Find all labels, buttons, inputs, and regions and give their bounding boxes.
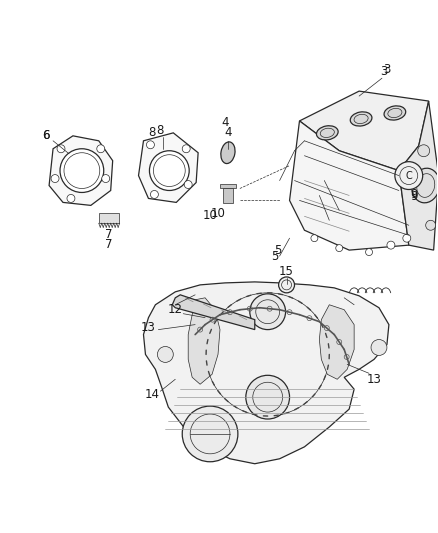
Ellipse shape <box>317 126 338 140</box>
Polygon shape <box>49 136 113 205</box>
Circle shape <box>149 151 189 190</box>
Ellipse shape <box>350 112 372 126</box>
Circle shape <box>150 190 159 198</box>
Circle shape <box>67 195 75 203</box>
Text: 5: 5 <box>271 249 278 263</box>
Text: 15: 15 <box>279 265 294 278</box>
Polygon shape <box>290 121 409 250</box>
Polygon shape <box>172 295 255 329</box>
Ellipse shape <box>221 142 235 164</box>
Ellipse shape <box>384 106 406 120</box>
Text: 10: 10 <box>211 207 226 220</box>
Polygon shape <box>220 183 236 188</box>
Circle shape <box>102 175 110 182</box>
Circle shape <box>60 149 104 192</box>
Text: 8: 8 <box>157 124 164 138</box>
Circle shape <box>311 235 318 241</box>
Circle shape <box>182 406 238 462</box>
Circle shape <box>51 175 59 182</box>
Circle shape <box>418 145 430 157</box>
Circle shape <box>395 161 423 190</box>
Text: 3: 3 <box>383 63 391 76</box>
Circle shape <box>97 145 105 153</box>
Text: 6: 6 <box>42 130 50 142</box>
Circle shape <box>250 294 286 329</box>
Text: 10: 10 <box>203 209 218 222</box>
Circle shape <box>387 241 395 249</box>
Text: 4: 4 <box>221 116 229 130</box>
Polygon shape <box>223 188 233 204</box>
Circle shape <box>246 375 290 419</box>
Circle shape <box>57 145 65 153</box>
Circle shape <box>184 181 192 189</box>
Text: 8: 8 <box>149 126 156 139</box>
Circle shape <box>336 245 343 252</box>
Polygon shape <box>188 298 220 384</box>
Circle shape <box>279 277 294 293</box>
Circle shape <box>371 340 387 356</box>
Text: 13: 13 <box>367 373 381 386</box>
Text: 9: 9 <box>410 190 417 203</box>
Circle shape <box>366 248 373 255</box>
Circle shape <box>403 234 411 242</box>
Circle shape <box>146 141 155 149</box>
Polygon shape <box>300 91 429 171</box>
Circle shape <box>157 346 173 362</box>
Polygon shape <box>138 133 198 203</box>
Text: 12: 12 <box>168 303 183 316</box>
Text: 6: 6 <box>42 130 50 142</box>
Text: C: C <box>406 171 412 181</box>
Text: 3: 3 <box>380 64 388 78</box>
Text: 7: 7 <box>105 238 113 251</box>
Polygon shape <box>144 282 389 464</box>
Circle shape <box>426 220 436 230</box>
Ellipse shape <box>412 168 438 203</box>
Text: 9: 9 <box>410 188 417 201</box>
Text: 4: 4 <box>224 126 232 139</box>
Polygon shape <box>99 213 119 223</box>
Text: 7: 7 <box>105 228 113 241</box>
Text: 5: 5 <box>274 244 281 256</box>
Text: 13: 13 <box>141 321 156 334</box>
Polygon shape <box>399 101 438 250</box>
Text: 14: 14 <box>145 387 160 401</box>
Circle shape <box>182 145 190 153</box>
Polygon shape <box>319 305 354 379</box>
